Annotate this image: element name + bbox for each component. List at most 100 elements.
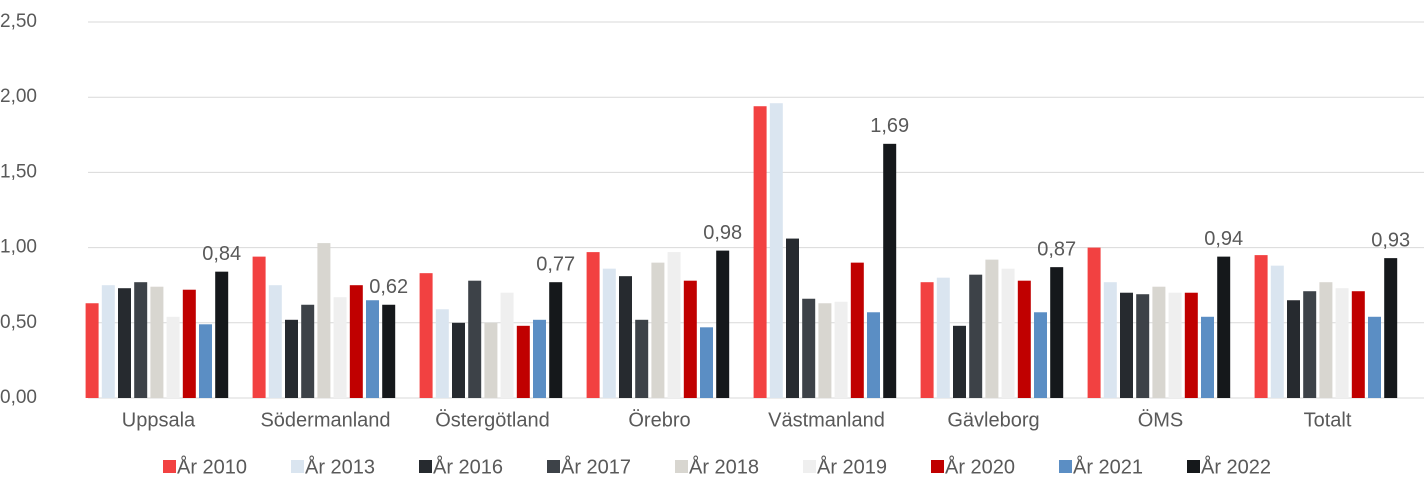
y-tick-label: 1,50	[0, 161, 37, 182]
bar	[1384, 258, 1398, 398]
bar	[382, 304, 396, 398]
bar	[1351, 291, 1365, 398]
bar	[166, 316, 180, 398]
bar	[818, 303, 832, 398]
bar	[920, 282, 934, 398]
legend-label: År 2016	[433, 455, 503, 478]
bar	[867, 312, 880, 398]
legend-swatch	[1059, 460, 1072, 473]
bar	[1287, 300, 1300, 398]
data-label: 0,62	[369, 276, 408, 298]
bar	[366, 300, 379, 398]
bar	[317, 243, 331, 398]
y-tick-label: 0,00	[0, 387, 37, 408]
bar	[1034, 312, 1047, 398]
bar	[285, 319, 298, 398]
bar	[484, 322, 498, 398]
legend-label: År 2019	[817, 455, 887, 478]
bar	[586, 252, 600, 398]
bar	[753, 106, 767, 398]
bar	[118, 288, 131, 398]
legend-label: År 2021	[1073, 455, 1143, 478]
bar	[1217, 256, 1231, 398]
legend-swatch	[803, 460, 816, 473]
bar	[549, 282, 563, 398]
bar	[602, 268, 616, 398]
bar	[252, 256, 266, 398]
legend-swatch	[1187, 460, 1200, 473]
legend-swatch	[419, 460, 432, 473]
bar	[468, 280, 482, 398]
bar	[85, 303, 99, 398]
x-tick-label: Uppsala	[122, 409, 196, 431]
bar	[1087, 247, 1101, 398]
bar	[635, 319, 649, 398]
data-label: 0,94	[1204, 228, 1243, 250]
data-label: 1,69	[870, 115, 909, 137]
legend-swatch	[931, 460, 944, 473]
x-tick-label: Gävleborg	[947, 409, 1039, 431]
x-tick-label: Södermanland	[260, 409, 390, 431]
bar	[1050, 267, 1064, 398]
bar	[1001, 268, 1015, 398]
data-label: 0,84	[202, 243, 241, 265]
bar	[850, 262, 864, 398]
bar	[1168, 292, 1182, 398]
bar	[301, 304, 315, 398]
data-label: 0,93	[1371, 229, 1410, 251]
bar	[651, 262, 665, 398]
y-tick-label: 2,50	[0, 11, 37, 32]
bar	[1270, 265, 1284, 398]
bar	[953, 325, 966, 398]
bar	[683, 280, 697, 398]
bar	[1335, 288, 1349, 398]
data-label: 0,87	[1037, 238, 1076, 260]
legend-label: År 2018	[689, 455, 759, 478]
bar	[834, 301, 848, 398]
bar	[936, 277, 950, 398]
bar	[786, 238, 799, 398]
legend-label: År 2010	[177, 455, 247, 478]
bar	[769, 103, 783, 398]
bar	[533, 319, 546, 398]
x-tick-label: Västmanland	[768, 409, 885, 431]
bar	[802, 298, 816, 398]
x-tick-label: Totalt	[1304, 409, 1352, 431]
y-tick-label: 0,50	[0, 312, 37, 333]
bar	[1254, 255, 1268, 398]
bar	[349, 285, 363, 398]
bar	[1136, 294, 1150, 398]
bar	[1368, 316, 1381, 398]
legend-swatch	[547, 460, 560, 473]
data-label: 0,98	[703, 222, 742, 244]
bar	[667, 252, 681, 398]
x-tick-label: Örebro	[628, 409, 690, 431]
bar	[1303, 291, 1317, 398]
x-tick-label: ÖMS	[1138, 409, 1184, 431]
bar	[150, 286, 164, 398]
bar	[500, 292, 514, 398]
bar	[1152, 286, 1166, 398]
bar	[1017, 280, 1031, 398]
legend-label: År 2022	[1201, 455, 1271, 478]
bar	[969, 274, 983, 398]
x-tick-label: Östergötland	[435, 409, 550, 431]
bar	[619, 276, 632, 398]
bar	[1103, 282, 1117, 398]
bar	[1120, 292, 1133, 398]
bar	[268, 285, 282, 398]
data-label: 0,77	[536, 253, 575, 275]
bar	[182, 289, 196, 398]
bar	[1319, 282, 1333, 398]
bar	[985, 259, 999, 398]
legend-label: År 2013	[305, 455, 375, 478]
bar	[700, 327, 713, 398]
bar	[716, 250, 730, 398]
bar	[134, 282, 148, 398]
legend-label: År 2020	[945, 455, 1015, 478]
bar	[883, 143, 897, 398]
bar	[333, 297, 347, 398]
legend-swatch	[163, 460, 176, 473]
y-tick-label: 1,00	[0, 237, 37, 258]
